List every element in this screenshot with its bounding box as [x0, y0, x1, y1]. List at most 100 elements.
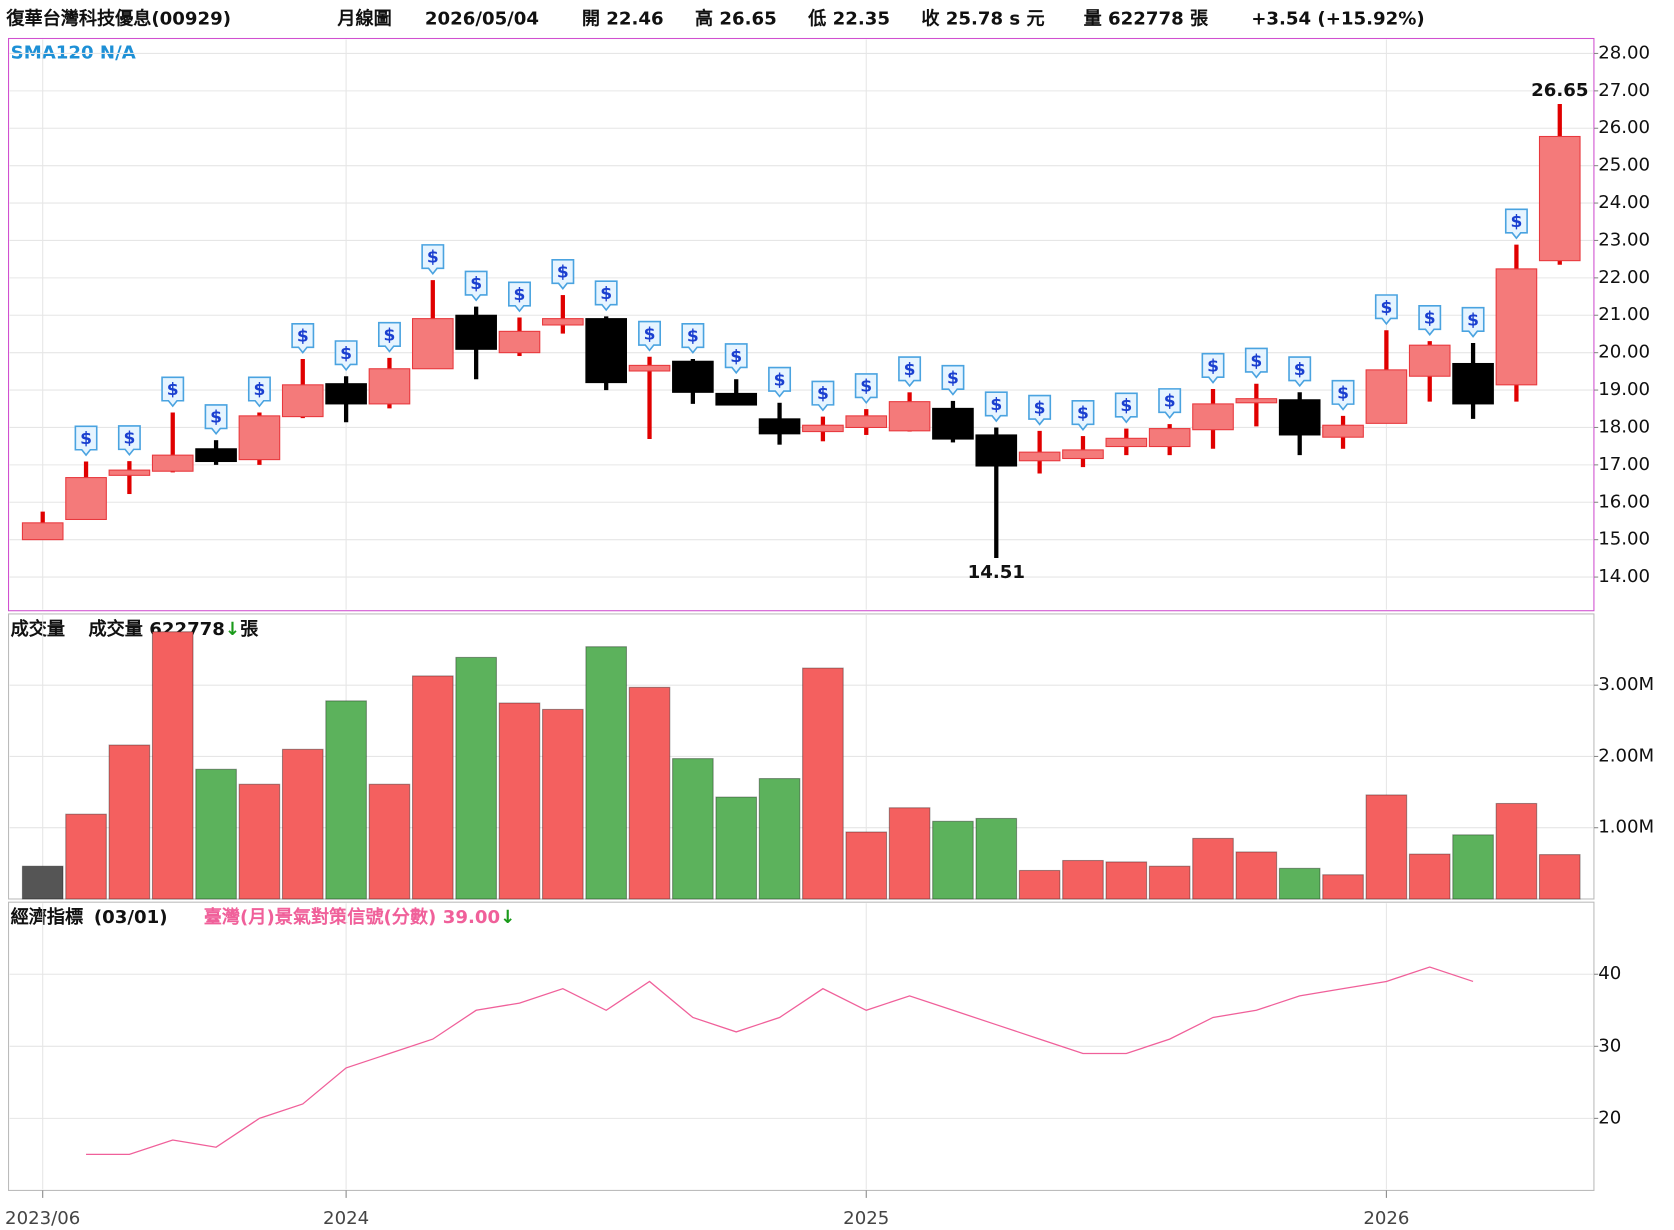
- dividend-marker: $: [1418, 305, 1442, 336]
- dividend-marker: $: [421, 244, 445, 275]
- candle-body: [542, 318, 584, 326]
- y-tick-label: 16.00: [1598, 491, 1650, 512]
- dividend-marker: $: [854, 373, 878, 405]
- marker-box: [724, 343, 748, 375]
- x-tick-label: 2025: [843, 1208, 889, 1229]
- dividend-marker: $: [1504, 208, 1528, 240]
- marker-label: $: [123, 429, 135, 449]
- candle-body: [238, 415, 281, 461]
- marker-label: $: [210, 408, 222, 428]
- marker-box: [1114, 392, 1138, 424]
- dividend-marker: $: [1071, 400, 1095, 431]
- volume-bar: [1018, 869, 1061, 900]
- marker-box: [247, 376, 271, 408]
- y-tick-label: 22.00: [1598, 267, 1650, 288]
- x-tick-label: 2024: [323, 1208, 369, 1229]
- dividend-marker: $: [247, 376, 271, 408]
- marker-label: $: [687, 327, 699, 347]
- volume-bar: [888, 807, 931, 900]
- marker-label: $: [990, 395, 1002, 415]
- y-tick-label: 40: [1598, 963, 1621, 984]
- y-tick-label: 23.00: [1598, 229, 1650, 250]
- marker-box: [898, 356, 922, 388]
- volume-bar: [845, 831, 888, 900]
- marker-label: $: [1467, 311, 1479, 331]
- dividend-marker: $: [1158, 388, 1182, 419]
- volume-bar: [411, 675, 454, 900]
- volume-bar: [21, 865, 64, 900]
- dividend-marker: $: [1244, 347, 1268, 379]
- dividend-marker: $: [898, 356, 922, 388]
- marker-label: $: [904, 360, 916, 380]
- volume-bar: [628, 686, 671, 900]
- candle-body: [1148, 428, 1191, 448]
- marker-box: [551, 259, 575, 290]
- legend-entry: 臺灣(月)景氣對策信號(分數): [204, 906, 437, 928]
- marker-label: $: [80, 429, 92, 449]
- marker-label: $: [730, 347, 742, 367]
- marker-box: [377, 321, 401, 353]
- volume-bar: [758, 778, 801, 900]
- dividend-marker: $: [464, 270, 488, 302]
- marker-box: [811, 380, 835, 412]
- candle-body: [65, 477, 107, 521]
- volume-bar: [802, 667, 844, 900]
- marker-box: [1071, 400, 1095, 431]
- y-tick-label: 27.00: [1598, 80, 1650, 101]
- candle-body: [281, 384, 324, 418]
- y-tick-label: 18.00: [1598, 416, 1650, 437]
- dividend-marker: $: [204, 404, 228, 436]
- close: 收 25.78 s 元: [921, 7, 1044, 29]
- volume-header: 成交量 成交量 622778↓張: [11, 618, 259, 640]
- candle-body: [715, 392, 758, 406]
- candle-body: [1018, 451, 1061, 462]
- candle-body: [672, 360, 714, 393]
- volume-bar: [1278, 867, 1321, 900]
- dividend-marker: $: [508, 281, 531, 313]
- volume-bar: [455, 656, 497, 900]
- y-tick-label: 30: [1598, 1035, 1621, 1056]
- y-tick-label: 25.00: [1598, 155, 1650, 176]
- candle-body: [1192, 403, 1234, 431]
- dividend-marker: $: [768, 366, 792, 398]
- candle-body: [585, 318, 628, 384]
- marker-label: $: [774, 370, 786, 390]
- volume-unit: 張: [240, 619, 259, 640]
- marker-box: [1374, 294, 1398, 326]
- volume-bar: [1538, 854, 1581, 900]
- marker-box: [291, 322, 315, 354]
- volume-bar: [65, 813, 107, 900]
- marker-box: [1244, 347, 1268, 379]
- marker-label: $: [644, 324, 656, 344]
- candle-body: [368, 368, 411, 405]
- volume-bar: [585, 646, 628, 900]
- indicator-trend: ↓: [500, 907, 515, 928]
- marker-box: [204, 404, 228, 436]
- marker-box: [117, 425, 141, 457]
- marker-label: $: [167, 380, 179, 400]
- marker-label: $: [1424, 309, 1436, 329]
- marker-box: [1331, 379, 1355, 411]
- x-tick-label: 2023/06: [5, 1208, 80, 1229]
- y-tick-label: 28.00: [1598, 42, 1650, 63]
- volume-title: 成交量: [11, 618, 65, 640]
- y-tick-label: 17.00: [1598, 454, 1650, 475]
- candle-body: [628, 364, 671, 372]
- marker-box: [681, 322, 705, 354]
- marker-box: [74, 425, 98, 457]
- marker-box: [508, 281, 531, 313]
- dividend-marker: $: [811, 380, 835, 412]
- volume-bar: [1495, 802, 1538, 900]
- low-label: 14.51: [968, 562, 1025, 583]
- dividend-marker: $: [594, 280, 618, 312]
- candle-body: [1538, 135, 1581, 262]
- candle-body: [21, 522, 64, 541]
- marker-label: $: [1250, 351, 1262, 371]
- dividend-marker: $: [334, 340, 358, 372]
- candle-body: [975, 434, 1018, 467]
- candle-body: [498, 330, 541, 354]
- y-tick-label: 21.00: [1598, 304, 1650, 325]
- marker-label: $: [1077, 404, 1089, 424]
- candle-body: [325, 383, 367, 405]
